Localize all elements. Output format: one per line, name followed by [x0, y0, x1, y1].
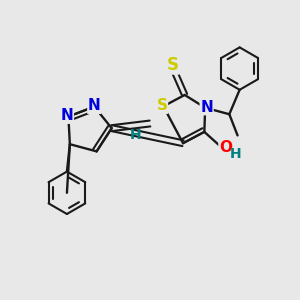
Text: S: S — [156, 98, 167, 113]
Text: S: S — [167, 56, 179, 74]
Text: N: N — [61, 108, 73, 123]
Text: N: N — [200, 100, 213, 115]
Text: H: H — [230, 147, 241, 161]
Text: N: N — [88, 98, 100, 113]
Text: O: O — [219, 140, 232, 155]
Text: H: H — [129, 128, 141, 142]
